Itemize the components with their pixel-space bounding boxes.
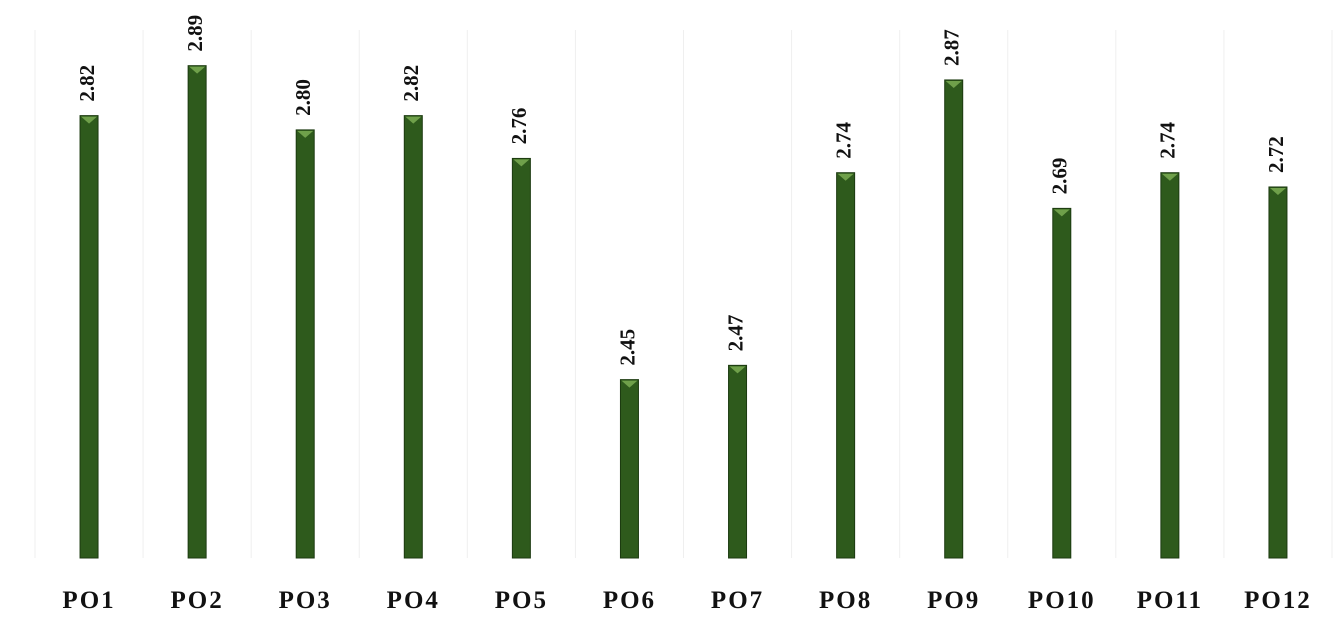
bar-po6 bbox=[619, 379, 639, 559]
bar-po4 bbox=[403, 115, 423, 559]
bar-top-bevel bbox=[1053, 209, 1070, 217]
value-labels: 2.82 2.89 2.80 2.82 2.76 2.45 2.47 2.74 2.87 2.69… bbox=[75, 15, 1288, 366]
value-label: 2.87 bbox=[940, 29, 964, 66]
x-tick-label: PO5 bbox=[495, 587, 548, 614]
value-label: 2.74 bbox=[1156, 121, 1180, 158]
x-tick-label: PO12 bbox=[1244, 587, 1312, 614]
bar-top-bevel bbox=[297, 130, 314, 138]
bar-top-bevel bbox=[945, 80, 962, 88]
x-tick-label: PO9 bbox=[927, 587, 980, 614]
bar-top-bevel bbox=[1161, 173, 1178, 181]
x-tick-label: PO1 bbox=[62, 587, 115, 614]
bar-top-bevel bbox=[189, 66, 206, 74]
bar-po1 bbox=[79, 115, 99, 559]
bar-po11 bbox=[1160, 172, 1180, 559]
value-label: 2.69 bbox=[1048, 158, 1072, 195]
bar-po12 bbox=[1268, 186, 1288, 559]
x-tick-label: PO10 bbox=[1028, 587, 1096, 614]
bar-top-bevel bbox=[621, 380, 638, 388]
value-label: 2.82 bbox=[399, 65, 423, 102]
value-label: 2.89 bbox=[183, 15, 207, 52]
x-tick-label: PO2 bbox=[171, 587, 224, 614]
bar-po8 bbox=[836, 172, 856, 559]
value-label: 2.76 bbox=[507, 108, 531, 145]
x-axis-tick-labels: PO1 PO2 PO3 PO4 PO5 PO6 PO7 PO8 PO9 PO10 PO11 PO12 bbox=[62, 587, 1312, 614]
value-label: 2.47 bbox=[723, 315, 747, 352]
value-label: 2.45 bbox=[615, 329, 639, 366]
x-tick-label: PO8 bbox=[819, 587, 872, 614]
bars bbox=[79, 65, 1288, 559]
bar-po7 bbox=[728, 364, 748, 559]
bar-top-bevel bbox=[729, 366, 746, 374]
bar-top-bevel bbox=[513, 159, 530, 167]
bar-po3 bbox=[295, 129, 315, 559]
bar-po2 bbox=[187, 65, 207, 559]
value-label: 2.74 bbox=[831, 121, 855, 158]
x-tick-label: PO3 bbox=[279, 587, 332, 614]
gridlines bbox=[34, 30, 1333, 558]
bar-top-bevel bbox=[1269, 187, 1286, 195]
x-tick-label: PO11 bbox=[1137, 587, 1203, 614]
bar-po5 bbox=[511, 157, 531, 559]
x-tick-label: PO4 bbox=[387, 587, 440, 614]
bar-top-bevel bbox=[81, 116, 98, 124]
value-label: 2.80 bbox=[291, 79, 315, 116]
bar-po9 bbox=[944, 79, 964, 559]
x-tick-label: PO7 bbox=[711, 587, 764, 614]
value-label: 2.72 bbox=[1264, 136, 1288, 173]
value-label: 2.82 bbox=[75, 65, 99, 102]
bar-top-bevel bbox=[405, 116, 422, 124]
x-tick-label: PO6 bbox=[603, 587, 656, 614]
bar-po10 bbox=[1052, 207, 1072, 559]
bar-top-bevel bbox=[837, 173, 854, 181]
